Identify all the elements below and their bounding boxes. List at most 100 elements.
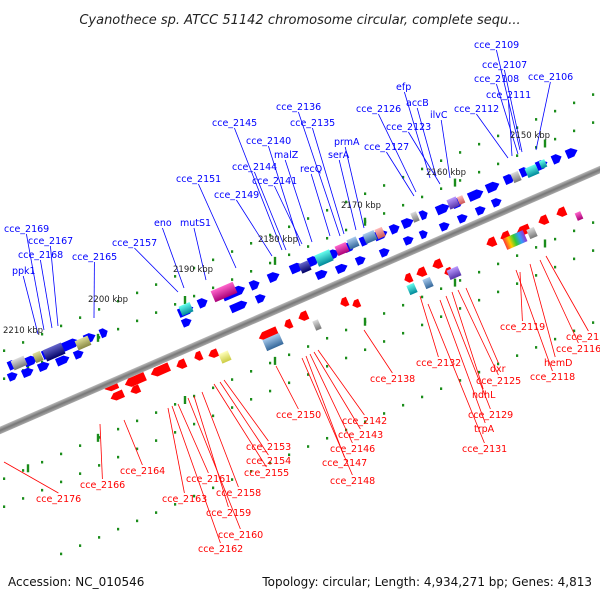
scale-dot <box>535 346 538 349</box>
leader-line <box>309 353 353 444</box>
gene-label: cce_2111 <box>486 90 531 101</box>
kbp-tick <box>183 396 187 405</box>
scale-dot <box>383 184 386 187</box>
reverse-gene-arrow <box>416 266 428 277</box>
scale-dot <box>117 299 120 303</box>
reverse-gene-arrow <box>352 298 362 308</box>
scale-dot <box>41 332 44 336</box>
scale-dot <box>117 455 120 459</box>
leader-line <box>134 247 179 293</box>
leader-line <box>162 227 185 289</box>
gene-label: hemD <box>544 358 572 369</box>
gene-label: eno <box>154 218 172 229</box>
gene-label: cce_2155 <box>244 468 289 479</box>
reverse-gene-arrow <box>298 310 310 321</box>
rna-feature-box <box>374 226 386 240</box>
kbp-tick <box>453 178 457 187</box>
gene-label: ndhL <box>472 390 496 401</box>
scale-dot <box>79 544 82 547</box>
kbp-tick <box>26 464 30 473</box>
gene-label: cce_2125 <box>476 376 521 387</box>
scale-dot <box>136 447 139 451</box>
forward-gene-arrow <box>59 338 80 353</box>
leader-line <box>519 271 523 322</box>
gene-label: cce_2118 <box>530 372 575 383</box>
scale-dot <box>3 505 6 509</box>
leader-line <box>404 91 431 179</box>
leader-line <box>465 287 499 364</box>
scale-dot <box>288 381 291 385</box>
scale-dot <box>307 445 310 448</box>
kbp-tick <box>96 333 100 342</box>
gene-label: cce_2127 <box>364 142 409 153</box>
forward-gene-arrow <box>402 236 414 246</box>
leader-line <box>22 275 39 335</box>
leader-line <box>529 263 556 358</box>
forward-gene-arrow <box>474 206 486 216</box>
scale-dot <box>212 386 215 390</box>
reverse-gene-arrow <box>340 296 350 307</box>
forward-gene-arrow <box>196 298 208 309</box>
forward-gene-arrow <box>490 198 502 208</box>
leader-line <box>177 403 209 474</box>
scale-dot <box>79 444 82 447</box>
scale-dot <box>136 519 139 523</box>
forward-gene-arrow <box>484 181 500 194</box>
kbp-tick <box>363 317 367 326</box>
leader-line <box>274 185 303 245</box>
scale-dot <box>3 477 6 481</box>
gene-label: cce_2163 <box>162 494 207 505</box>
scale-dot <box>345 328 348 332</box>
forward-gene-arrow <box>466 189 484 202</box>
leader-line <box>40 259 53 329</box>
scale-dot <box>60 324 63 328</box>
gene-label: cce_2119 <box>500 322 545 333</box>
scale-dot <box>573 101 576 105</box>
rna-feature-box <box>526 226 538 240</box>
reverse-gene-arrow <box>486 236 498 247</box>
kbp-tick <box>273 356 277 365</box>
leader-line <box>298 111 341 237</box>
scale-dot <box>60 480 63 484</box>
kbp-tick <box>543 239 547 248</box>
scale-dot <box>573 129 576 133</box>
reverse-gene-arrow <box>150 362 171 377</box>
scale-dot <box>478 298 481 302</box>
rna-feature-box <box>456 195 466 205</box>
scale-dot <box>535 274 538 277</box>
scale-dot <box>345 200 348 204</box>
scale-dot <box>459 379 462 382</box>
leader-line <box>201 391 239 488</box>
forward-gene-arrow <box>564 148 578 160</box>
kbp-tick <box>96 433 100 442</box>
forward-gene-arrow <box>180 318 192 328</box>
gene-label: cce_2157 <box>112 238 157 249</box>
scale-dot <box>326 208 329 212</box>
scale-dot <box>459 179 462 182</box>
scale-dot <box>174 403 177 406</box>
gene-label: cce_2108 <box>474 74 519 85</box>
scale-dot <box>212 286 215 290</box>
scale-dot <box>174 503 177 506</box>
leader-line <box>187 397 241 530</box>
scale-dot <box>231 250 234 253</box>
scale-dot <box>155 511 158 514</box>
scale-dot <box>497 262 500 266</box>
scale-dot <box>497 134 500 138</box>
gene-label: cce_2146 <box>330 444 375 455</box>
gene-label: recQ <box>300 164 322 175</box>
forward-gene-arrow <box>456 214 468 224</box>
leader-line <box>301 357 353 476</box>
gene-label: efp <box>396 82 411 93</box>
forward-gene-arrow <box>20 367 34 379</box>
scale-dot <box>250 370 253 373</box>
scale-dot <box>440 287 443 290</box>
scale-dot <box>573 257 576 261</box>
gene-label: mutS1 <box>180 218 211 229</box>
kbp-tick <box>183 296 187 305</box>
rna-feature-box <box>362 230 378 244</box>
forward-gene-arrow <box>378 248 390 258</box>
forward-gene-arrow <box>229 300 248 314</box>
gene-label: cce_2144 <box>232 162 277 173</box>
leader-line <box>198 183 237 269</box>
